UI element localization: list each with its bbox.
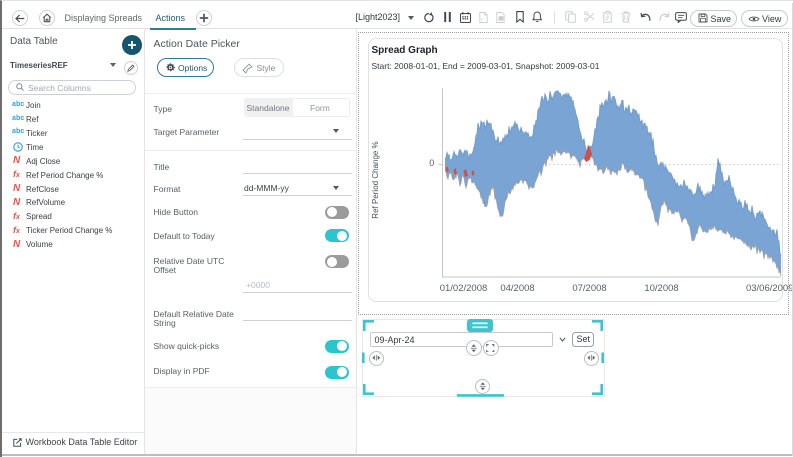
svg-text:04/2008: 04/2008 — [500, 283, 534, 294]
svg-text:07/2008: 07/2008 — [572, 283, 606, 294]
svg-text:P: P — [481, 16, 484, 21]
svg-text:03/06/2009: 03/06/2009 — [746, 283, 793, 294]
svg-text:10/2008: 10/2008 — [644, 283, 678, 294]
svg-text:0: 0 — [429, 158, 434, 168]
svg-text:Ref Period Change %: Ref Period Change % — [371, 141, 380, 218]
svg-text:01/02/2008: 01/02/2008 — [440, 283, 488, 294]
